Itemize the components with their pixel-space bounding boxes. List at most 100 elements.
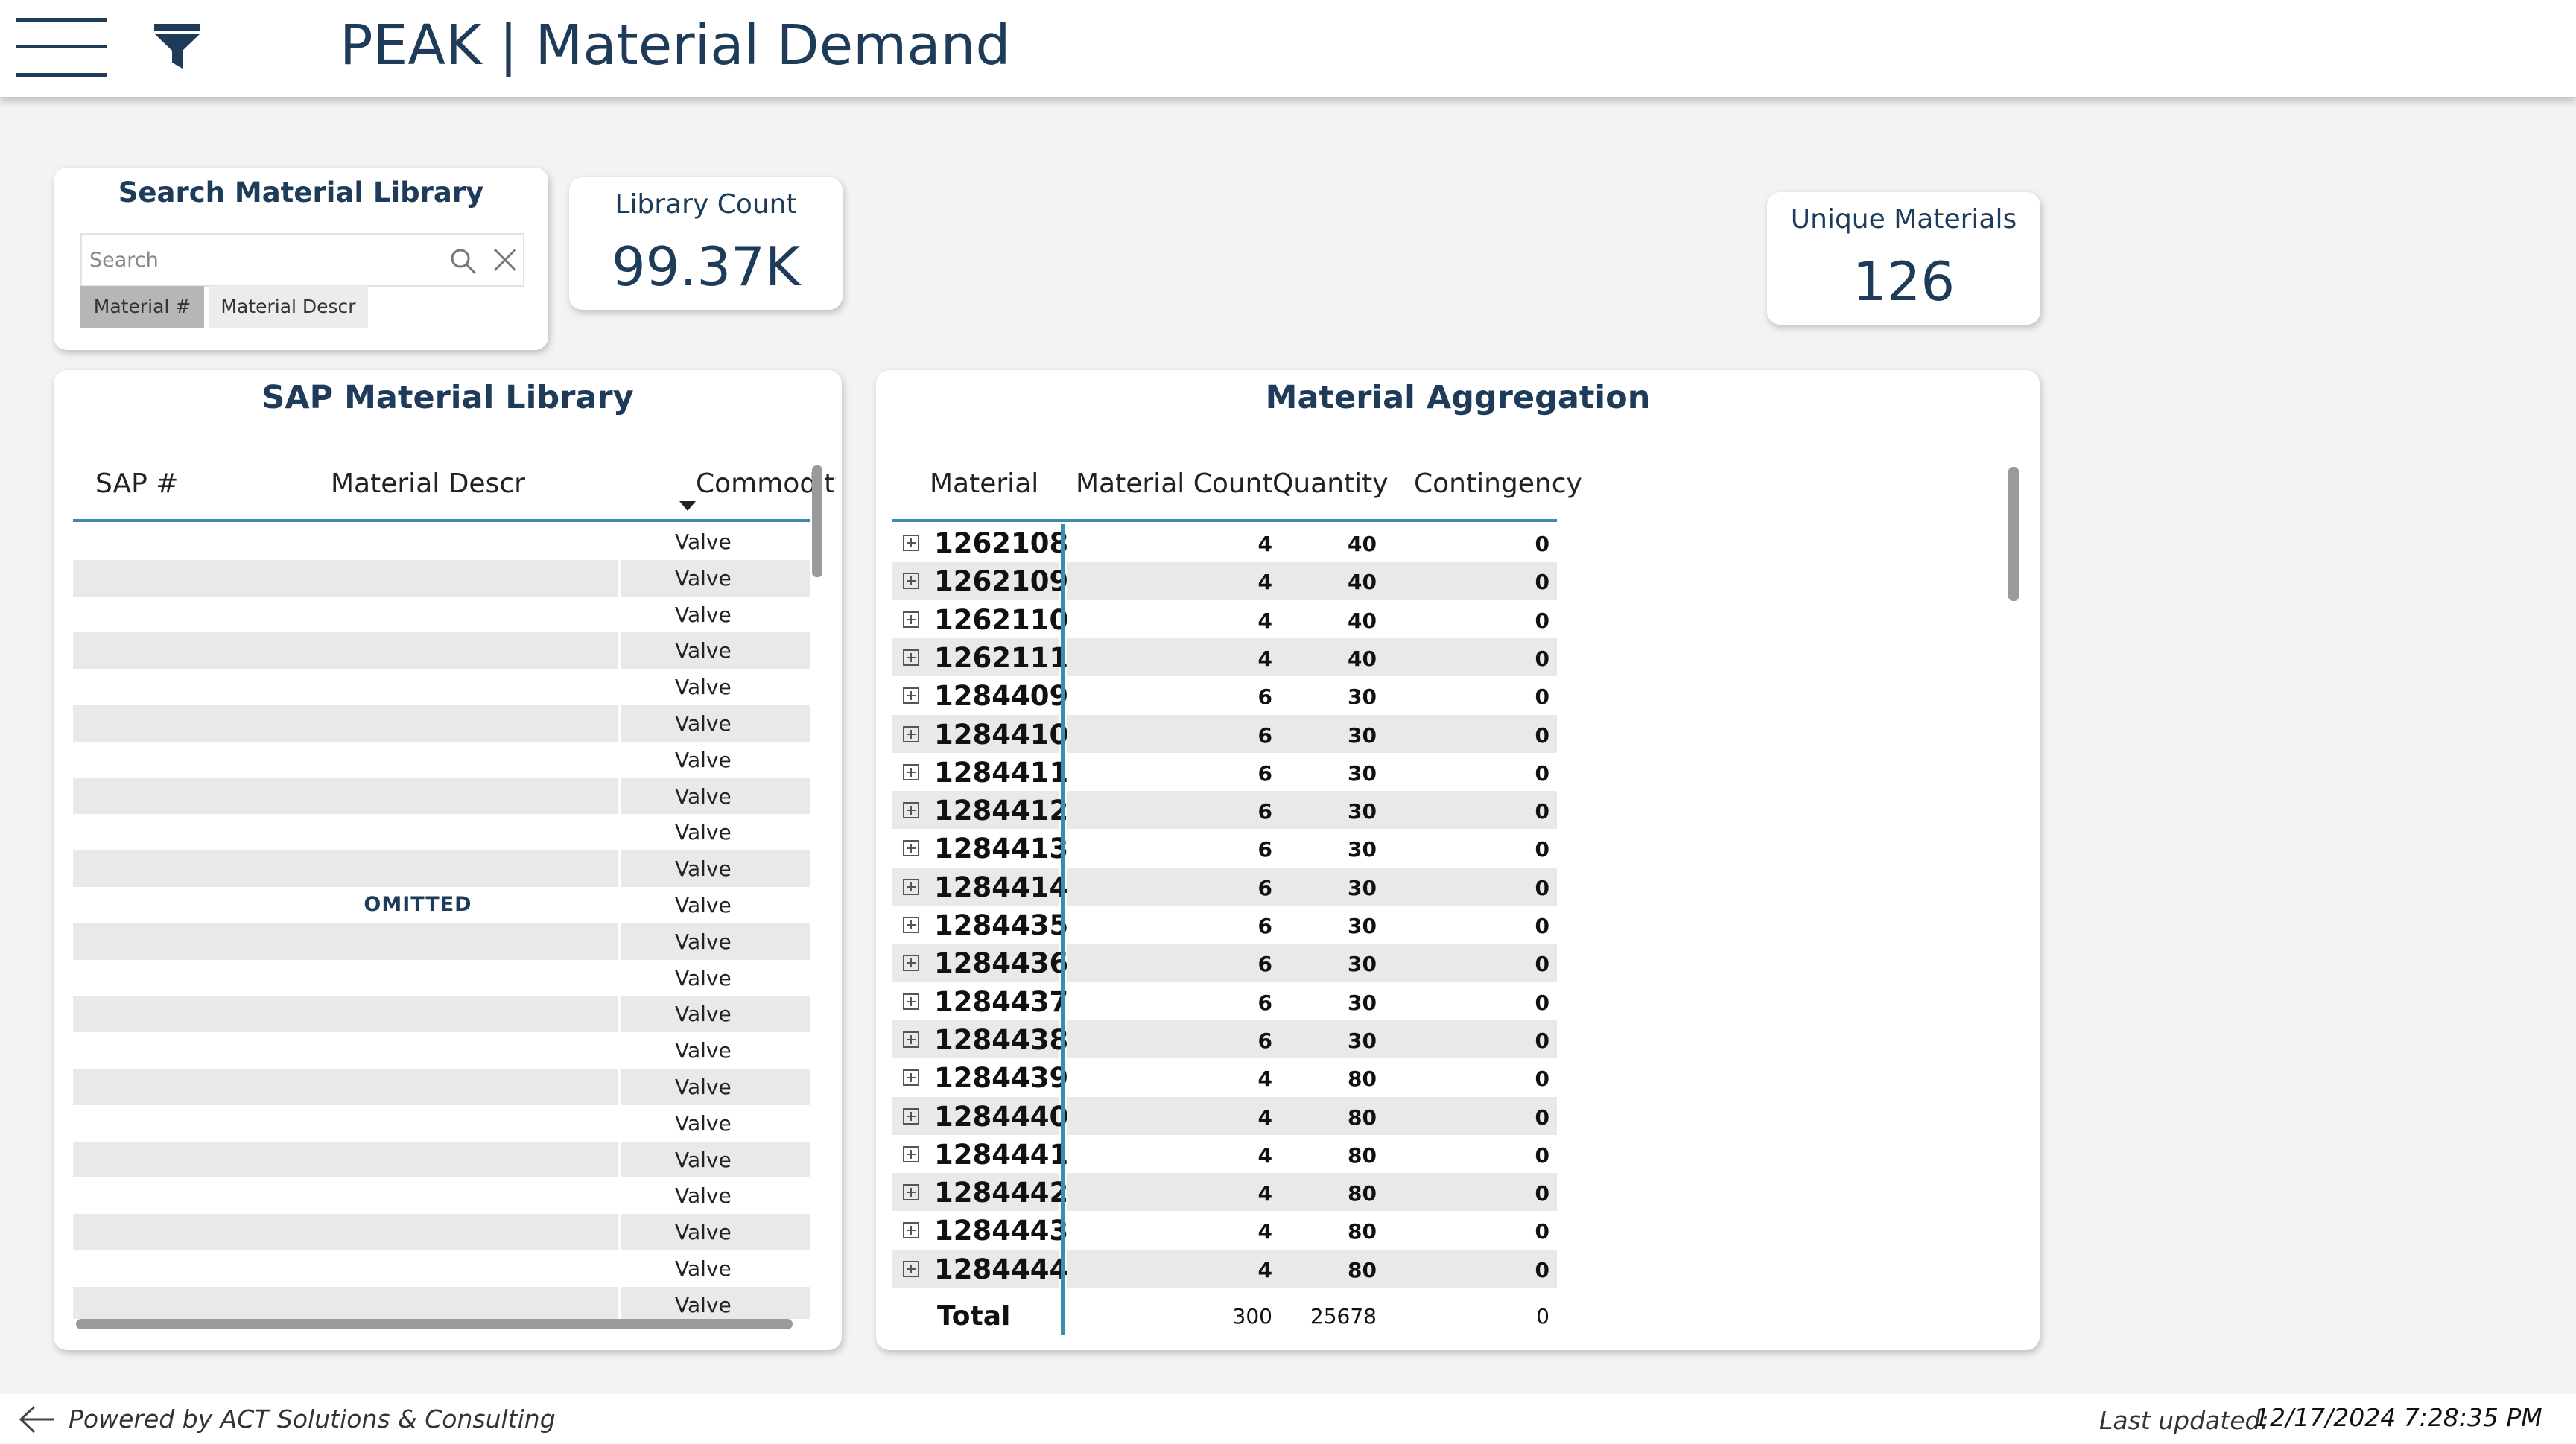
expand-plus-icon[interactable] [903,725,919,742]
expand-plus-icon[interactable] [903,1184,919,1201]
table-row[interactable]: 1284437 6 30 0 [892,982,1557,1020]
row-background [1067,714,1557,753]
table-row[interactable]: 1284412 6 30 0 [892,791,1557,830]
table-row[interactable]: Valve [73,1214,810,1250]
table-row[interactable]: 1284440 4 80 0 [892,1096,1557,1135]
column-header-contingency[interactable]: Contingency [1414,468,1582,499]
table-row[interactable]: Valve [73,923,810,960]
column-header-quantity[interactable]: Quantity [1272,468,1389,499]
column-header-material-descr[interactable]: Material Descr [331,468,525,499]
row-background [1067,1020,1557,1059]
table-row[interactable]: 1284436 6 30 0 [892,944,1557,982]
expand-plus-icon[interactable] [903,840,919,857]
table-row[interactable]: Valve [73,814,810,850]
arrow-left-icon[interactable] [18,1405,55,1434]
table-row[interactable]: Valve [73,742,810,778]
expand-plus-icon[interactable] [903,535,919,551]
table-row[interactable]: 1284442 4 80 0 [892,1173,1557,1212]
material-number-cell: 1262108 [934,527,1069,559]
table-row[interactable]: 1262110 4 40 0 [892,600,1557,638]
expand-plus-icon[interactable] [903,802,919,819]
expand-plus-icon[interactable] [903,611,919,628]
table-row[interactable]: Valve [73,597,810,633]
table-row[interactable]: Valve [73,559,810,597]
expand-plus-icon[interactable] [903,687,919,704]
search-input[interactable] [89,235,417,285]
expand-plus-icon[interactable] [903,878,919,895]
expand-plus-icon[interactable] [903,1222,919,1239]
commodity-cell: Valve [675,1002,732,1027]
contingency-cell: 0 [1535,1104,1549,1130]
table-row[interactable]: Valve [73,524,810,560]
page-title: PEAK | Material Demand [340,13,1011,77]
commodity-cell: Valve [675,783,732,809]
material-count-cell: 6 [1257,1028,1272,1053]
table-row[interactable]: Valve [73,1250,810,1287]
expand-plus-icon[interactable] [903,1260,919,1277]
table-row[interactable]: 1284414 6 30 0 [892,867,1557,906]
aggregation-vertical-scrollbar[interactable] [2008,467,2019,601]
expand-plus-icon[interactable] [903,917,919,933]
table-row[interactable]: 1262108 4 40 0 [892,524,1557,562]
table-row[interactable]: Valve [73,850,810,887]
total-label: Total [937,1301,1011,1332]
library-vertical-scrollbar[interactable] [812,465,822,577]
table-row[interactable]: 1284438 6 30 0 [892,1020,1557,1059]
table-row[interactable]: 1262109 4 40 0 [892,562,1557,600]
table-row[interactable]: 1284435 6 30 0 [892,906,1557,944]
table-row[interactable]: Valve [73,1141,810,1178]
last-updated-label: Last updated: [2099,1406,2269,1435]
row-background [73,777,618,815]
table-row[interactable]: Valve [73,960,810,996]
quantity-cell: 80 [1348,1181,1377,1206]
table-row[interactable]: 1284409 6 30 0 [892,676,1557,714]
table-row[interactable]: Valve [73,1069,810,1105]
table-row[interactable]: 1284411 6 30 0 [892,753,1557,791]
table-row[interactable]: Valve [73,996,810,1033]
table-row[interactable]: Valve [73,705,810,742]
expand-plus-icon[interactable] [903,763,919,780]
table-row[interactable]: 1284444 4 80 0 [892,1249,1557,1288]
commodity-cell: Valve [675,1038,732,1063]
row-background [73,632,618,669]
hamburger-menu-icon[interactable] [16,16,107,77]
table-row[interactable]: 1284413 6 30 0 [892,829,1557,867]
table-row[interactable]: 1284410 6 30 0 [892,714,1557,753]
row-background [892,1020,1059,1059]
column-header-material[interactable]: Material [930,468,1039,499]
table-row[interactable]: 1284441 4 80 0 [892,1135,1557,1173]
search-box[interactable] [80,233,524,287]
expand-plus-icon[interactable] [903,1069,919,1087]
table-row[interactable]: Valve [73,632,810,669]
table-row[interactable]: 1262111 4 40 0 [892,637,1557,677]
sort-descending-icon[interactable] [679,501,696,511]
total-material-count: 300 [1232,1304,1272,1329]
expand-plus-icon[interactable] [903,1107,919,1125]
row-background [892,1096,1059,1135]
table-row[interactable]: Valve [73,1286,810,1319]
table-row[interactable]: Valve [73,669,810,705]
clear-search-icon[interactable] [490,245,520,275]
table-row[interactable]: Valve [73,777,810,815]
expand-plus-icon[interactable] [903,955,919,972]
table-row[interactable]: Valve [73,1032,810,1069]
search-icon[interactable] [448,247,478,276]
table-row[interactable]: 1284443 4 80 0 [892,1211,1557,1249]
column-header-material-count[interactable]: Material Count [1076,468,1273,499]
expand-plus-icon[interactable] [903,573,919,590]
material-count-cell: 6 [1257,914,1272,938]
table-row[interactable]: Valve [73,1177,810,1214]
expand-plus-icon[interactable] [903,1031,919,1048]
column-header-sap-number[interactable]: SAP # [95,468,179,499]
expand-plus-icon[interactable] [903,1145,919,1162]
table-row[interactable]: Valve [73,887,810,923]
material-aggregation-panel: Material Aggregation Material Material C… [876,370,2040,1350]
expand-plus-icon[interactable] [903,649,919,666]
table-row[interactable]: 1284439 4 80 0 [892,1058,1557,1096]
expand-plus-icon[interactable] [903,993,919,1010]
funnel-filter-icon[interactable] [153,22,202,71]
table-row[interactable]: Valve [73,1105,810,1142]
field-chip-material-number[interactable]: Material # [80,286,204,328]
library-horizontal-scrollbar[interactable] [76,1319,793,1329]
field-chip-material-descr[interactable]: Material Descr [209,286,368,328]
